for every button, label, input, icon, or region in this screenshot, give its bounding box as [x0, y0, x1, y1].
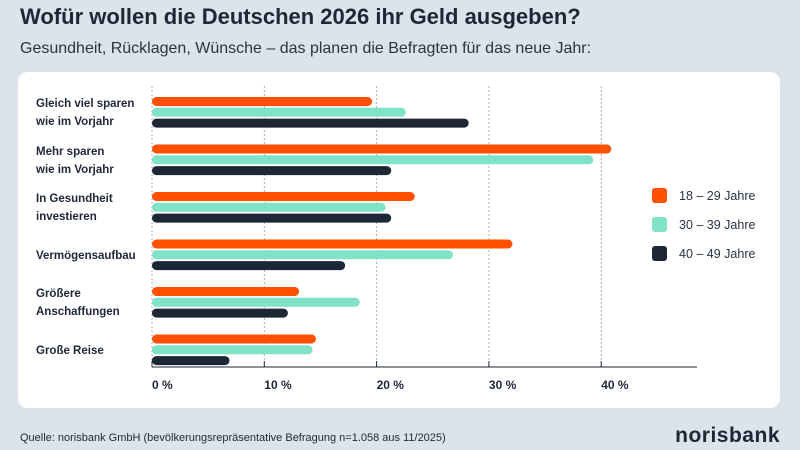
category-label: Gleich viel sparen wie im Vorjahr [36, 98, 135, 128]
category-label: Große Reise [36, 344, 104, 357]
x-tick-label: 20 % [377, 378, 405, 392]
bar [152, 213, 392, 223]
bar [152, 308, 288, 318]
chart-subtitle: Gesundheit, Rücklagen, Wünsche – das pla… [20, 40, 592, 57]
bar [152, 297, 360, 307]
chart-title: Wofür wollen die Deutschen 2026 ihr Geld… [20, 4, 581, 29]
x-tick-label: 40 % [601, 378, 629, 392]
legend-swatch [652, 246, 667, 261]
legend-item: 30 – 39 Jahre [652, 217, 755, 232]
bar [152, 192, 415, 201]
legend-label: 30 – 39 Jahre [679, 217, 756, 232]
category-label: In Gesundheit investieren [36, 193, 113, 223]
legend-label: 40 – 49 Jahre [679, 246, 756, 261]
bar [152, 345, 313, 355]
bar [152, 97, 373, 106]
source-note: Quelle: norisbank GmbH (bevölkerungsrepr… [20, 432, 446, 444]
bar [152, 356, 230, 366]
legend-label: 18 – 29 Jahre [679, 188, 756, 203]
bar [152, 334, 316, 344]
bar [152, 107, 406, 117]
bar [152, 144, 612, 154]
bar [152, 261, 346, 271]
legend-swatch [652, 188, 667, 203]
category-label: Mehr sparen wie im Vorjahr [36, 145, 114, 176]
legend-item: 40 – 49 Jahre [652, 246, 755, 261]
bar [152, 250, 453, 260]
category-label: Vermögensaufbau [36, 249, 136, 262]
bar [152, 287, 300, 296]
bar [152, 118, 469, 128]
category-label: Größere Anschaffungen [36, 288, 120, 318]
legend-item: 18 – 29 Jahre [652, 188, 755, 203]
bar [152, 155, 594, 165]
bar [152, 202, 386, 212]
x-tick-label: 0 % [152, 378, 173, 392]
bar [152, 239, 513, 249]
legend-swatch [652, 217, 667, 232]
x-tick-label: 10 % [264, 378, 292, 392]
bar [152, 166, 392, 176]
norisbank-logo: norisbank [675, 424, 780, 447]
x-tick-label: 30 % [489, 378, 517, 392]
